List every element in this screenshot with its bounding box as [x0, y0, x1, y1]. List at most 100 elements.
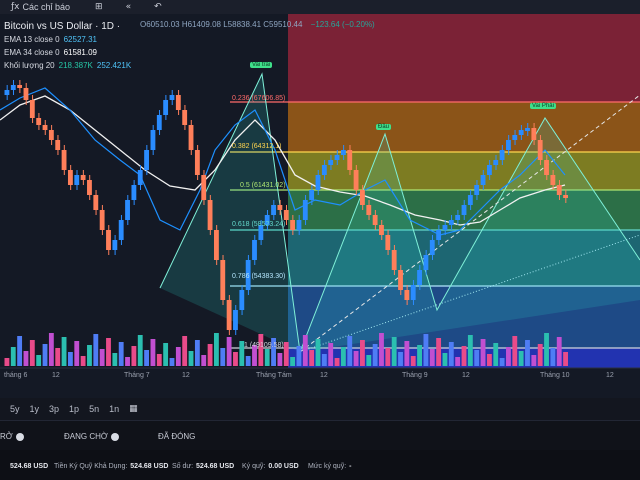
closed-tab[interactable]: ĐÃ ĐÓNG	[158, 432, 196, 441]
so-du: Số dư: 524.68 USD	[172, 463, 235, 470]
candle	[328, 160, 334, 165]
volume-bar	[48, 333, 54, 366]
volume-bar	[106, 338, 111, 366]
layout-button[interactable]: ⊞	[92, 2, 103, 12]
volume-bar	[321, 354, 327, 366]
volume-value-1: 218.387K	[58, 61, 93, 70]
chart-toolbar: ƒx Các chỉ báo ⊞ « ↶	[0, 0, 640, 14]
volume-bar	[315, 339, 321, 366]
candle	[448, 220, 454, 225]
undo-button[interactable]: ↶	[151, 2, 162, 12]
volume-bar	[302, 335, 308, 366]
candle	[42, 125, 48, 130]
volume-bar	[448, 342, 454, 366]
change-value: −123.64 (−0.20%)	[310, 20, 375, 29]
candle	[175, 95, 181, 110]
x-tick: Tháng 7	[124, 372, 150, 379]
candle	[340, 150, 346, 155]
candle	[48, 130, 54, 140]
fib-zone-0618	[288, 230, 640, 286]
balance-value: 524.68 USD	[10, 463, 49, 470]
volume-bar	[283, 342, 289, 366]
timeframe-3p[interactable]: 3p	[49, 404, 60, 414]
volume-bar	[404, 341, 410, 366]
pattern-left-shoulder: Vai trái	[250, 62, 273, 68]
x-tick: 12	[462, 372, 470, 379]
timeframe-1y[interactable]: 1y	[29, 404, 40, 414]
candle	[321, 165, 327, 175]
fib-label-0618: 0.618 (58523.24)	[232, 221, 286, 228]
timeframe-5n[interactable]: 5n	[89, 404, 100, 414]
volume-bar	[137, 335, 143, 366]
volume-bar	[226, 337, 232, 366]
indicators-button[interactable]: ƒx Các chỉ báo	[8, 2, 70, 12]
candle	[144, 150, 150, 170]
candle	[315, 175, 321, 190]
volume-bar	[556, 337, 562, 366]
volume-bar	[429, 349, 435, 366]
radio-icon	[15, 432, 24, 441]
candle	[429, 240, 435, 255]
volume-bar	[17, 336, 23, 366]
candle	[467, 195, 473, 205]
volume-bar	[296, 346, 302, 366]
candle	[245, 260, 251, 290]
candle	[360, 190, 365, 205]
fib-label-0786: 0.786 (54383.30)	[232, 273, 286, 280]
volume-bar	[455, 357, 461, 366]
volume-bar	[461, 346, 467, 366]
rewind-icon: «	[125, 2, 132, 12]
high-value: H61409.08	[181, 20, 221, 29]
candle	[23, 88, 29, 100]
indicators-label: Các chỉ báo	[22, 2, 71, 12]
muc-ky-quy: Mức ký quỹ: -	[308, 463, 352, 470]
candle	[398, 270, 403, 290]
volume-bar	[360, 340, 365, 366]
volume-bar	[220, 348, 226, 366]
candle	[80, 175, 86, 180]
candle	[4, 90, 10, 95]
candle	[474, 185, 480, 195]
candle	[277, 205, 283, 210]
timeframe-1p[interactable]: 1p	[69, 404, 80, 414]
candle	[372, 215, 378, 225]
timeframe-1n[interactable]: 1n	[109, 404, 120, 414]
volume-bars	[4, 333, 568, 366]
volume-bar	[467, 335, 473, 366]
margin-available: Tiền Ký Quỹ Khả Dụng: 524.68 USD	[54, 463, 169, 470]
candle	[404, 290, 410, 300]
candle	[112, 240, 118, 250]
timeframe-5y[interactable]: 5y	[10, 404, 20, 414]
ema-34-line	[0, 95, 566, 226]
open-tab-partial[interactable]: RỞ	[0, 432, 24, 441]
volume-bar	[112, 353, 118, 366]
volume-bar	[80, 356, 86, 366]
radio-icon	[110, 432, 119, 441]
undo-icon: ↶	[154, 2, 162, 12]
candle	[366, 205, 372, 215]
symbol-title[interactable]: Bitcoin vs US Dollar · 1D ·	[4, 21, 121, 32]
candle	[486, 165, 492, 175]
volume-bar	[328, 343, 334, 366]
candle	[10, 85, 16, 90]
volume-bar	[239, 341, 245, 366]
volume-bar	[347, 336, 353, 366]
candle	[169, 95, 175, 100]
candle	[347, 150, 353, 170]
ema34-label: EMA 34 close 0	[4, 48, 60, 57]
candle	[220, 260, 226, 300]
ema13-value: 62527.31	[63, 35, 97, 44]
pending-tab[interactable]: ĐANG CHỜ	[64, 432, 119, 441]
calendar-icon[interactable]: ▦	[129, 404, 138, 414]
ema-lines	[0, 87, 566, 236]
volume-bar	[182, 336, 188, 366]
candle	[226, 300, 232, 330]
rewind-button[interactable]: «	[123, 2, 132, 12]
volume-value-2: 252.421K	[96, 61, 132, 70]
candle	[563, 195, 568, 198]
candle	[131, 185, 137, 200]
price-chart[interactable]	[0, 14, 640, 398]
x-tick: 12	[320, 372, 328, 379]
fib-label-0236: 0.236 (67606.85)	[232, 95, 286, 102]
